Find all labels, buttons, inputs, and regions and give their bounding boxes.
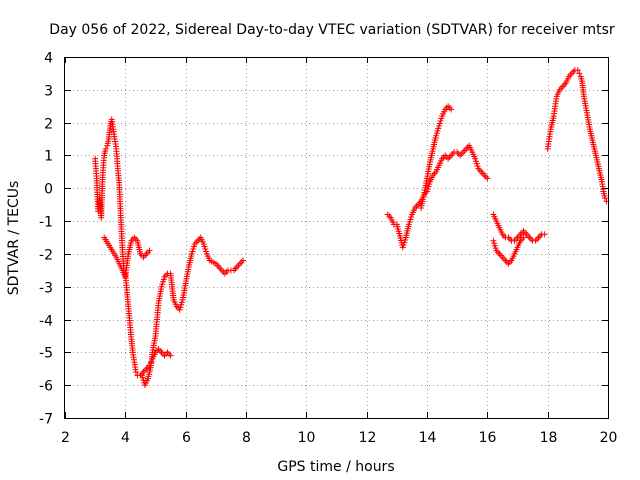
data-point (132, 369, 139, 376)
y-tick-label: -4 (39, 314, 53, 330)
x-tick-label: 14 (419, 430, 437, 446)
x-tick-label: 2 (61, 430, 70, 446)
data-point (520, 234, 527, 241)
y-tick-label: -6 (39, 379, 53, 395)
data-point (601, 195, 608, 202)
data-point (146, 247, 153, 254)
y-tick-label: -2 (39, 248, 53, 264)
data-point (448, 106, 455, 113)
y-tick-label: 2 (44, 117, 53, 133)
x-tick-label: 6 (182, 430, 191, 446)
series-sdtvar (92, 67, 610, 389)
data-point (574, 67, 581, 74)
y-tick-label: 3 (44, 84, 53, 100)
data-point (167, 352, 174, 359)
y-tick-label: 1 (44, 149, 53, 165)
x-tick-label: 16 (479, 430, 497, 446)
x-axis-label: GPS time / hours (277, 459, 394, 475)
grid (65, 57, 608, 418)
x-tick-label: 18 (540, 430, 558, 446)
x-tick-label: 4 (121, 430, 130, 446)
y-tick-label: 0 (44, 182, 53, 198)
y-tick-label: -7 (39, 412, 53, 428)
data-point (102, 145, 109, 152)
y-tick-label: -5 (39, 346, 53, 362)
data-point (239, 257, 246, 264)
data-point (576, 70, 583, 77)
y-tick-label: -1 (39, 215, 53, 231)
x-tick-label: 10 (298, 430, 316, 446)
x-tick-label: 12 (359, 430, 377, 446)
plot-frame (64, 57, 609, 419)
x-tick-label: 20 (600, 430, 618, 446)
data-point (541, 231, 548, 238)
chart-title: Day 056 of 2022, Sidereal Day-to-day VTE… (49, 22, 615, 38)
x-tick-label: 8 (242, 430, 251, 446)
y-tick-label: 4 (44, 51, 53, 67)
y-axis-label: SDTVAR / TECUs (6, 181, 22, 296)
data-point (484, 175, 491, 182)
y-tick-label: -3 (39, 281, 53, 297)
